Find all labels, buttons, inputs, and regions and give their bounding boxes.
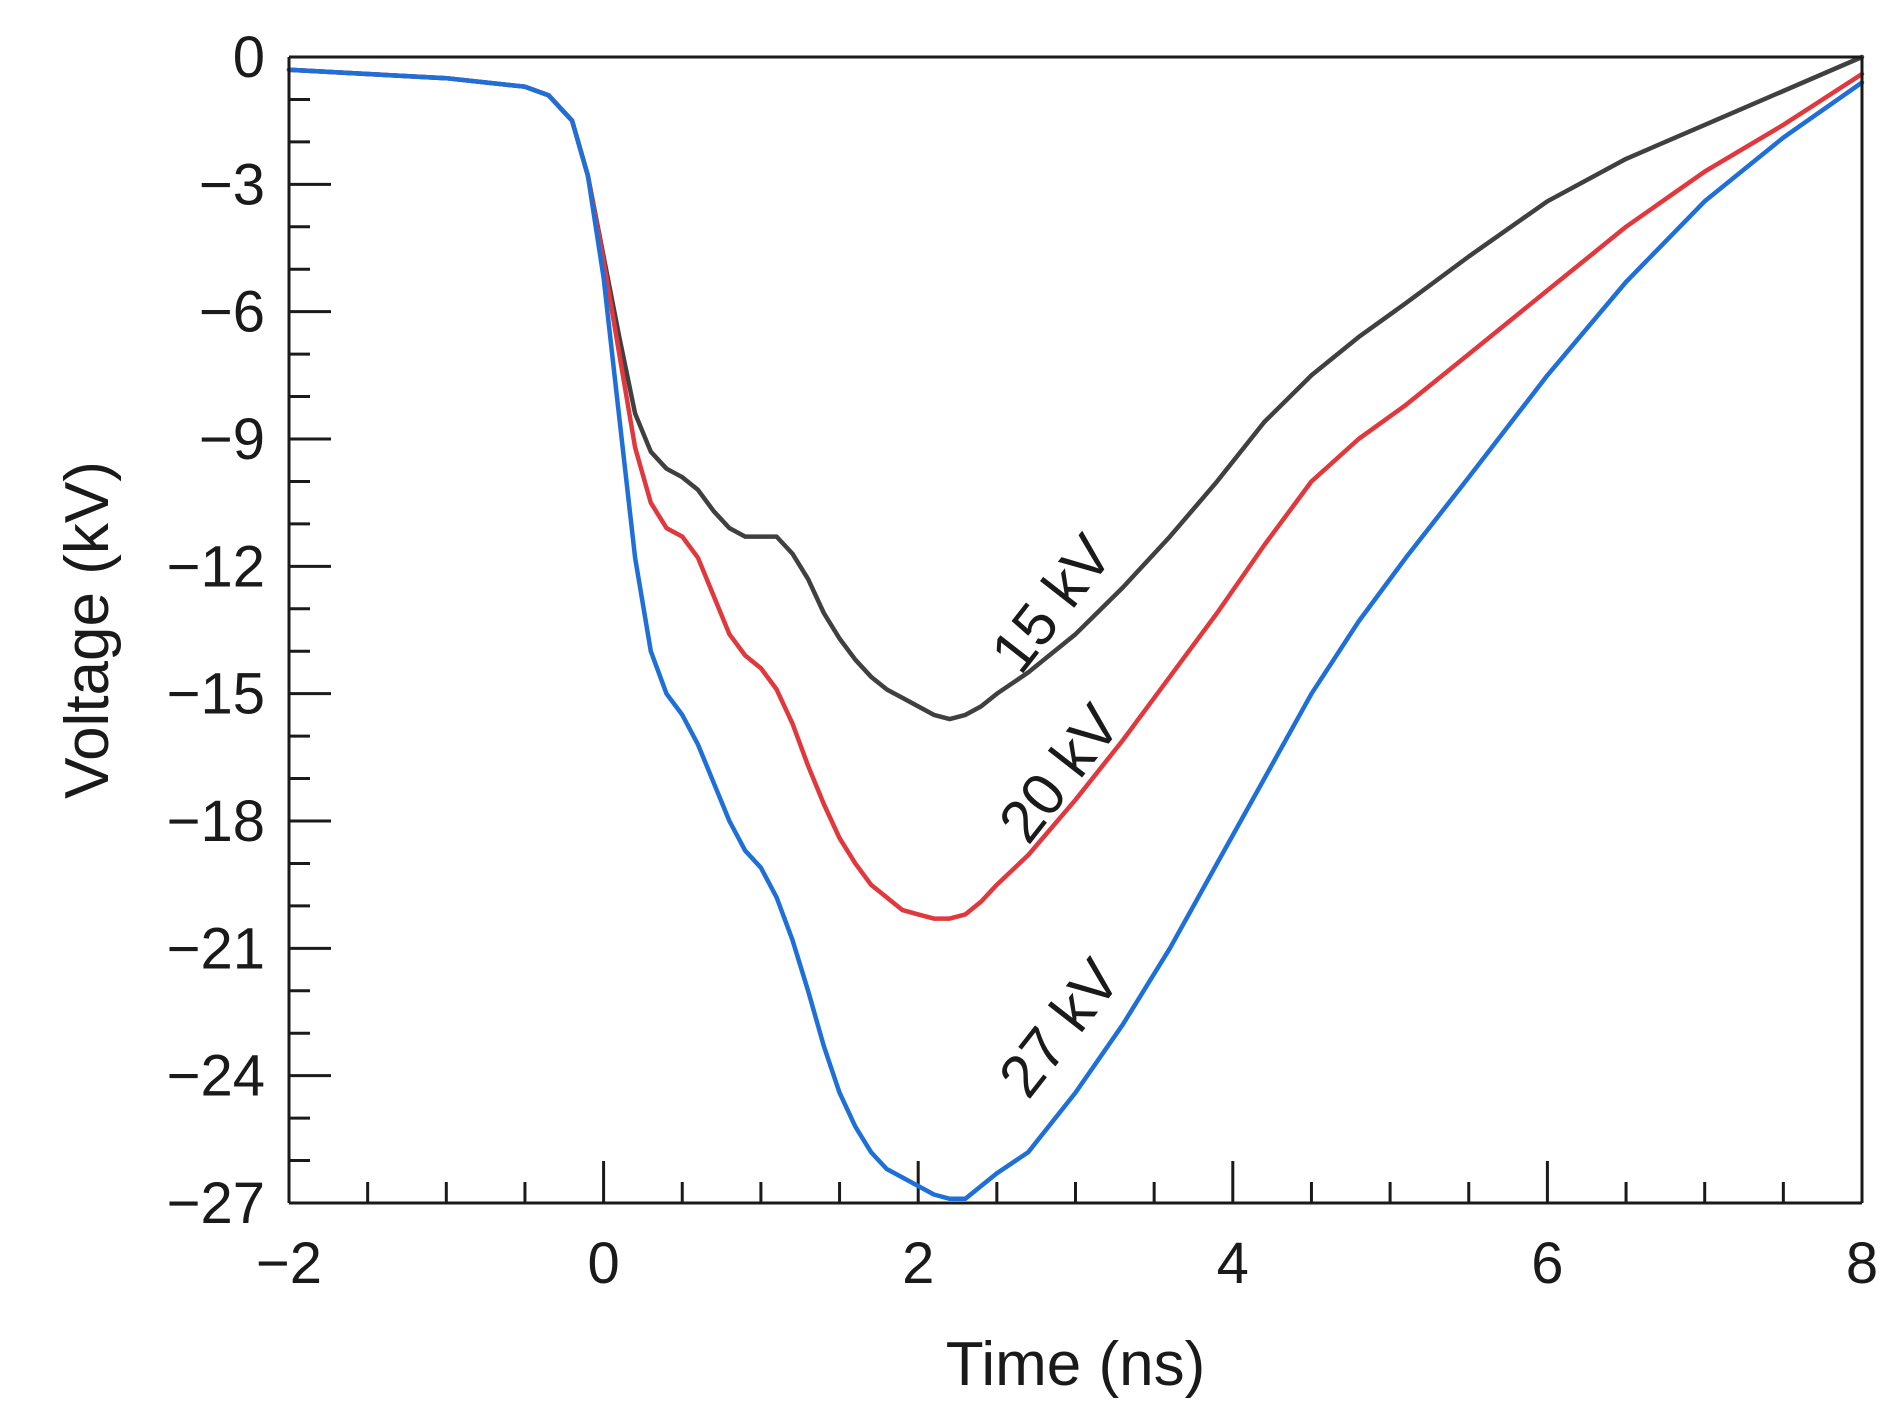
y-tick-label: −9 bbox=[199, 407, 265, 472]
series-label-15-kv: 15 kV bbox=[978, 523, 1125, 685]
x-tick-label: 2 bbox=[902, 1231, 934, 1296]
series-line-20-kv bbox=[286, 67, 1865, 921]
series-label-20-kv: 20 kV bbox=[986, 692, 1133, 854]
series-lines bbox=[286, 54, 1865, 1202]
y-tick-label: −6 bbox=[199, 280, 265, 345]
x-tick-label: 0 bbox=[587, 1231, 619, 1296]
x-tick-label: −2 bbox=[256, 1231, 322, 1296]
x-axis-tick-labels: −2 0 2 4 6 8 bbox=[256, 1231, 1878, 1296]
y-axis-title: Voltage (kV) bbox=[53, 461, 122, 799]
x-axis-ticks bbox=[287, 1161, 1864, 1203]
x-tick-label: 8 bbox=[1846, 1231, 1878, 1296]
x-axis-title: Time (ns) bbox=[946, 1330, 1205, 1399]
y-axis-tick-labels: 0 −3 −6 −9 −12 −15 −18 −21 −24 −27 bbox=[167, 25, 265, 1236]
series-line-15-kv bbox=[286, 54, 1865, 722]
y-tick-label: −27 bbox=[167, 1171, 265, 1236]
y-tick-label: −24 bbox=[167, 1044, 265, 1109]
series-line-27-kv bbox=[286, 67, 1865, 1202]
x-tick-label: 4 bbox=[1217, 1231, 1249, 1296]
y-axis-ticks bbox=[289, 55, 331, 1205]
axes-frame bbox=[287, 55, 1864, 1205]
series-label-27-kv: 27 kV bbox=[986, 947, 1133, 1109]
y-tick-label: −21 bbox=[167, 916, 265, 981]
y-tick-label: 0 bbox=[233, 25, 265, 90]
y-tick-label: −3 bbox=[199, 152, 265, 217]
x-tick-label: 6 bbox=[1531, 1231, 1563, 1296]
y-tick-label: −12 bbox=[167, 534, 265, 599]
y-tick-label: −18 bbox=[167, 789, 265, 854]
y-tick-label: −15 bbox=[167, 662, 265, 727]
